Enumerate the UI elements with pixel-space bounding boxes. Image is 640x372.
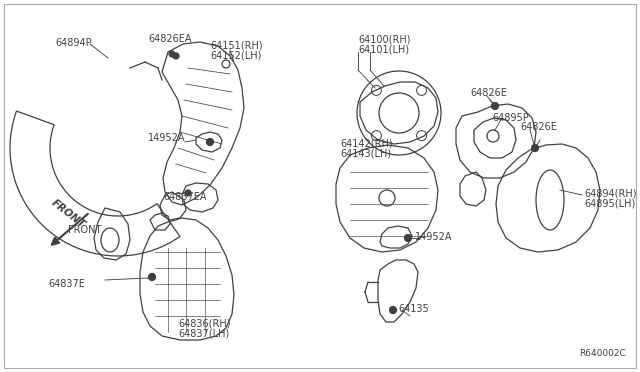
Text: 64894P: 64894P: [55, 38, 92, 48]
Text: 64151(RH): 64151(RH): [210, 40, 262, 50]
Text: 64895P: 64895P: [492, 113, 529, 123]
Circle shape: [173, 53, 179, 59]
Text: R640002C: R640002C: [579, 349, 626, 358]
Text: 64837E: 64837E: [48, 279, 85, 289]
Circle shape: [390, 307, 397, 314]
Circle shape: [148, 273, 156, 280]
Text: 64826E: 64826E: [470, 88, 507, 98]
Text: 14952A: 14952A: [415, 232, 452, 242]
Text: 64135: 64135: [398, 304, 429, 314]
Text: 64826EA: 64826EA: [148, 34, 191, 44]
Circle shape: [404, 234, 412, 241]
Circle shape: [185, 190, 191, 196]
Text: 64837EA: 64837EA: [163, 192, 207, 202]
Text: 64152(LH): 64152(LH): [210, 51, 261, 61]
Text: 64826E: 64826E: [520, 122, 557, 132]
Circle shape: [492, 103, 499, 109]
Text: FRONT: FRONT: [49, 198, 87, 230]
Text: FRONT: FRONT: [68, 225, 101, 235]
Text: 14952A: 14952A: [148, 133, 186, 143]
Circle shape: [531, 144, 538, 151]
Text: 64836(RH): 64836(RH): [178, 318, 230, 328]
Text: 64101(LH): 64101(LH): [358, 45, 409, 55]
Text: 64143(LH): 64143(LH): [340, 149, 391, 159]
Circle shape: [169, 51, 175, 57]
Text: 64895(LH): 64895(LH): [584, 199, 636, 209]
Text: 64100(RH): 64100(RH): [358, 34, 410, 44]
Circle shape: [207, 138, 214, 145]
Text: 64837(LH): 64837(LH): [178, 329, 229, 339]
Text: 64142(RH): 64142(RH): [340, 138, 392, 148]
Text: 64894(RH): 64894(RH): [584, 188, 637, 198]
